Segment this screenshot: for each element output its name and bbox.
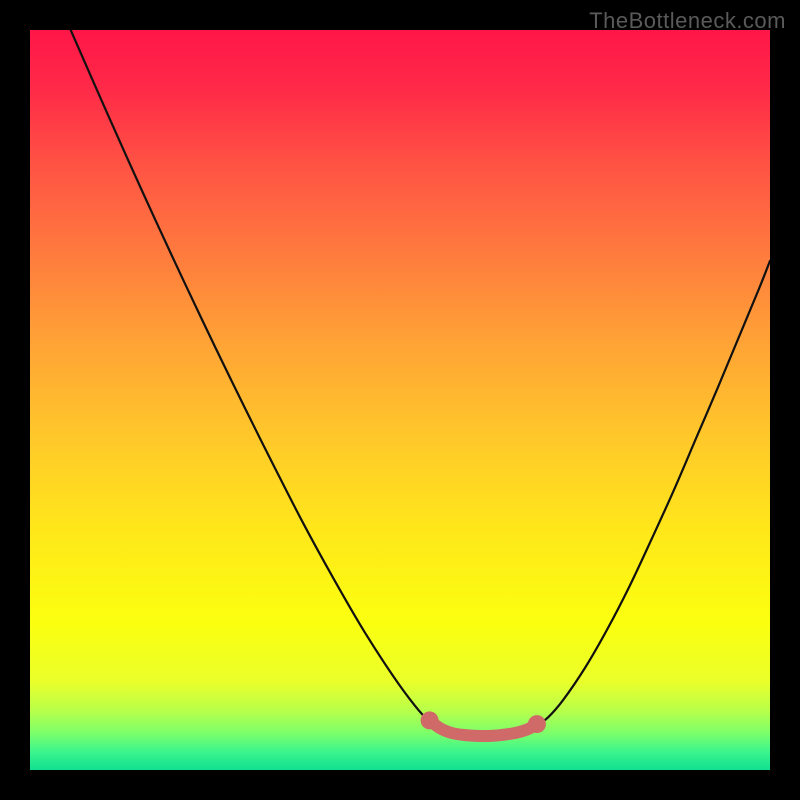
plot-background [30, 30, 770, 770]
highlight-end-dot [528, 715, 546, 733]
bottleneck-curve-chart [0, 0, 800, 800]
highlight-start-dot [421, 711, 439, 729]
chart-stage: TheBottleneck.com [0, 0, 800, 800]
